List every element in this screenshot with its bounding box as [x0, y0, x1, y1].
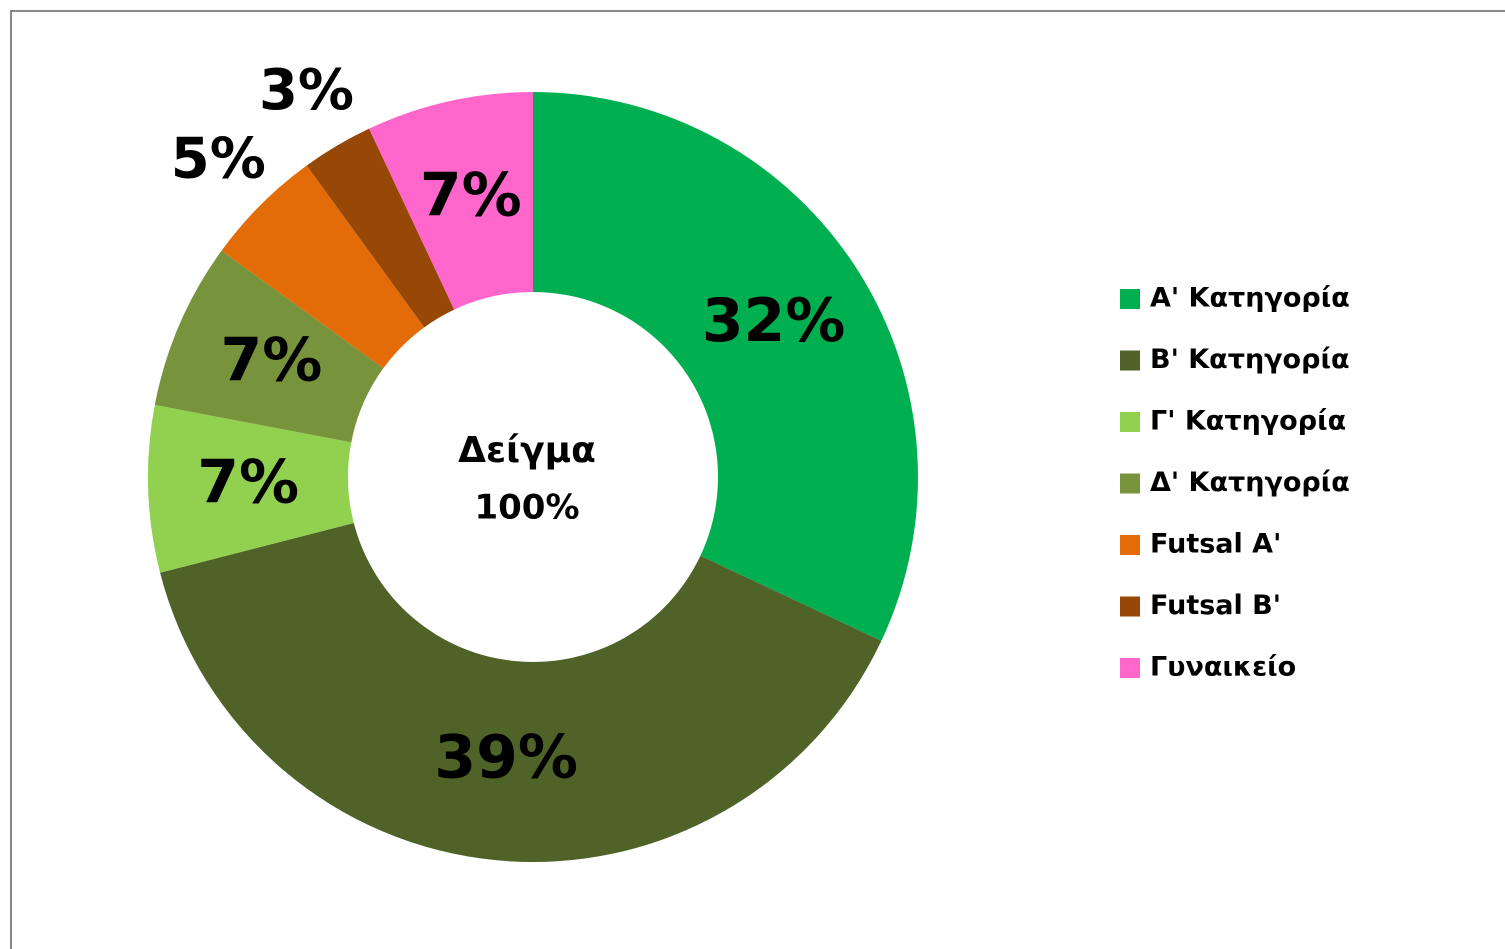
center-label: 100% — [474, 488, 579, 528]
center-label: Δείγμα — [458, 430, 596, 471]
legend-swatch — [1120, 658, 1140, 678]
legend-swatch — [1120, 473, 1140, 494]
legend-label: Α' Κατηγορία — [1150, 283, 1350, 314]
legend-label: Δ' Κατηγορία — [1150, 467, 1350, 498]
legend-label: Futsal Α' — [1150, 529, 1281, 560]
legend-swatch — [1120, 289, 1140, 309]
legend-label: Β' Κατηγορία — [1150, 344, 1350, 375]
legend-swatch — [1120, 535, 1140, 555]
slice — [148, 404, 354, 573]
slice — [533, 92, 918, 641]
legend-label: Γ' Κατηγορία — [1150, 406, 1346, 437]
data-label: 3% — [259, 58, 354, 123]
data-label: 7% — [197, 448, 299, 518]
data-label: 39% — [434, 722, 578, 792]
slice — [154, 250, 384, 443]
slice — [306, 128, 455, 328]
data-label: 32% — [702, 286, 846, 356]
data-label: 7% — [221, 325, 323, 395]
legend-swatch — [1120, 350, 1140, 371]
data-label: 7% — [420, 160, 522, 230]
legend-label: Futsal Β' — [1150, 590, 1281, 621]
slice — [160, 523, 882, 862]
data-label: 5% — [171, 126, 266, 191]
slice — [369, 92, 533, 310]
slice — [221, 165, 425, 369]
legend-label: Γυναικείο — [1150, 652, 1296, 683]
legend-swatch — [1120, 596, 1140, 617]
legend-swatch — [1120, 412, 1140, 432]
